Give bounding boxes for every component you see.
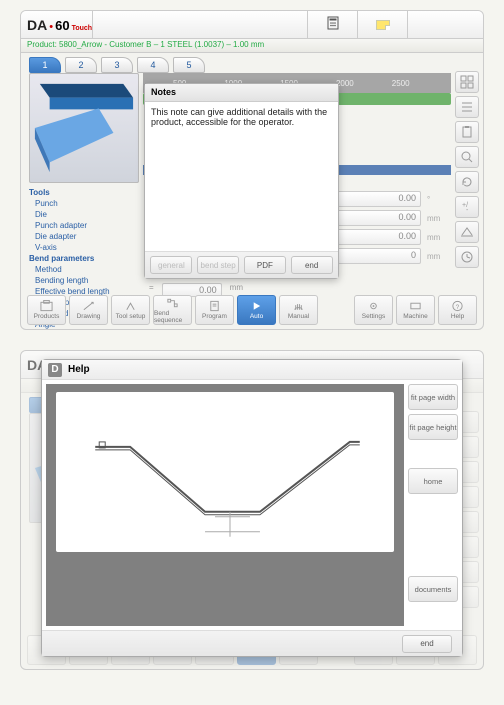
- logo-sub: Touch: [72, 26, 92, 32]
- help-documents-button[interactable]: documents: [408, 576, 458, 602]
- toolbar-program-button[interactable]: Program: [195, 295, 234, 325]
- rail-adjust-icon[interactable]: +/-: [455, 196, 479, 218]
- step-tab-4[interactable]: 4: [137, 57, 169, 73]
- help-modal: D Help fit page width fit pag: [41, 359, 463, 657]
- bendparams-header: Bend parameters: [29, 253, 139, 264]
- help-canvas[interactable]: [46, 384, 404, 626]
- field-value[interactable]: 0.00: [335, 191, 421, 207]
- notes-modal: Notes This note can give additional deta…: [144, 83, 339, 279]
- field-unit: mm: [427, 233, 447, 242]
- toolbar-settings-button[interactable]: Settings: [354, 295, 393, 325]
- help-fit-width-button[interactable]: fit page width: [408, 384, 458, 410]
- notes-general-button[interactable]: general: [150, 256, 192, 274]
- rail-grid-icon[interactable]: [455, 71, 479, 93]
- rail-list-icon[interactable]: [455, 96, 479, 118]
- preview-3d-panel[interactable]: [29, 73, 139, 183]
- notes-end-button[interactable]: end: [291, 256, 333, 274]
- help-title: Help: [68, 364, 90, 375]
- rail-bend-icon[interactable]: [455, 221, 479, 243]
- help-home-button[interactable]: home: [408, 468, 458, 494]
- bottom-toolbar: Products Drawing Tool setup Bend sequenc…: [27, 295, 477, 325]
- prop-item[interactable]: Punch adapter: [29, 220, 139, 231]
- help-fit-height-button[interactable]: fit page height: [408, 414, 458, 440]
- field-value[interactable]: 0.00: [335, 210, 421, 226]
- help-footer: end: [42, 630, 462, 656]
- field-unit: mm: [427, 252, 447, 261]
- main-area: 500 1000 1500 2000 2500 Tools Punch Die …: [29, 73, 451, 295]
- prop-item[interactable]: V-axis: [29, 242, 139, 253]
- field-unit: mm: [427, 214, 447, 223]
- logo-num: 60: [55, 18, 69, 33]
- prop-item[interactable]: Bending length: [29, 275, 139, 286]
- step-tab-2[interactable]: 2: [65, 57, 97, 73]
- help-page-preview: [56, 392, 394, 552]
- svg-text:?: ?: [456, 304, 460, 311]
- help-d-icon: D: [48, 363, 62, 377]
- right-toolbar: +/-: [455, 71, 479, 268]
- header-calc-slot[interactable]: [307, 11, 357, 38]
- toolbar-manual-button[interactable]: Manual: [279, 295, 318, 325]
- rail-refresh-icon[interactable]: [455, 171, 479, 193]
- rail-zoom-icon[interactable]: [455, 146, 479, 168]
- help-header: D Help: [42, 360, 462, 380]
- toolbar-help-button[interactable]: ?Help: [438, 295, 477, 325]
- notes-body: This note can give additional details wi…: [145, 102, 338, 252]
- notes-title: Notes: [145, 84, 338, 102]
- rail-clipboard-icon[interactable]: [455, 121, 479, 143]
- prop-item[interactable]: Punch: [29, 198, 139, 209]
- header-note-slot[interactable]: [357, 11, 407, 38]
- tools-header: Tools: [29, 187, 139, 198]
- help-side-buttons: fit page width fit page height home docu…: [404, 380, 462, 630]
- toolbar-auto-button[interactable]: Auto: [237, 295, 276, 325]
- ruler-tick: 2500: [392, 79, 410, 88]
- app-header: DA • 60 Touch: [21, 11, 483, 39]
- field-unit: °: [427, 195, 447, 204]
- step-tab-3[interactable]: 3: [101, 57, 133, 73]
- header-spacer: [92, 11, 307, 38]
- notes-actions: general bend step PDF end: [145, 252, 338, 278]
- toolbar-bendseq-button[interactable]: Bend sequence: [153, 295, 192, 325]
- notes-pdf-button[interactable]: PDF: [244, 256, 286, 274]
- header-right-slot: [407, 11, 477, 38]
- step-tab-5[interactable]: 5: [173, 57, 205, 73]
- logo-main: DA: [27, 17, 47, 33]
- notes-bendstep-button[interactable]: bend step: [197, 256, 239, 274]
- svg-text:-: -: [466, 207, 469, 214]
- field-value[interactable]: 0.00: [335, 229, 421, 245]
- sticky-note-icon: [376, 20, 390, 30]
- prop-item[interactable]: Die adapter: [29, 231, 139, 242]
- calculator-icon: [327, 16, 339, 33]
- field-value[interactable]: 0: [335, 248, 421, 264]
- product-info-bar: Product: 5800_Arrow - Customer B – 1 STE…: [21, 39, 483, 53]
- toolbar-machine-button[interactable]: Machine: [396, 295, 435, 325]
- rail-clock-icon[interactable]: [455, 246, 479, 268]
- step-tab-1[interactable]: 1: [29, 57, 61, 73]
- toolbar-products-button[interactable]: Products: [27, 295, 66, 325]
- prop-item[interactable]: Die: [29, 209, 139, 220]
- prop-item[interactable]: Method: [29, 264, 139, 275]
- help-end-button[interactable]: end: [402, 635, 452, 653]
- toolbar-drawing-button[interactable]: Drawing: [69, 295, 108, 325]
- toolbar-toolsetup-button[interactable]: Tool setup: [111, 295, 150, 325]
